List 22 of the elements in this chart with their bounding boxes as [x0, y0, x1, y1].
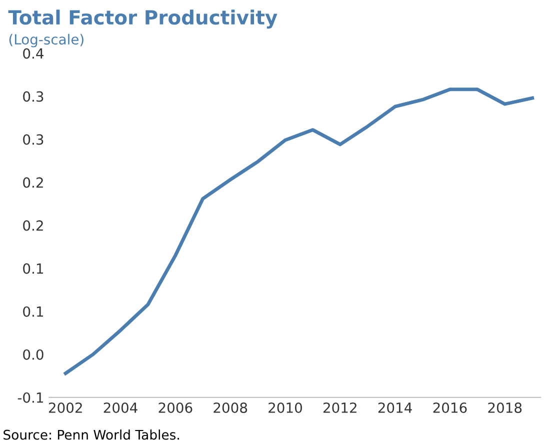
y-tick-label: 0.2: [23, 177, 43, 188]
y-tick-label: 0.4: [23, 48, 44, 59]
chart-subtitle: (Log-scale): [9, 34, 84, 48]
x-tick-label: 2006: [158, 402, 192, 413]
x-tick-label: 2014: [378, 402, 412, 413]
line-series: [64, 88, 534, 376]
y-tick-label: 0.2: [23, 220, 43, 231]
x-tick-label: 2008: [214, 402, 248, 413]
x-tick-label: 2002: [48, 402, 82, 413]
source-note: Source: Penn World Tables.: [4, 430, 179, 440]
x-tick-label: 2016: [433, 402, 467, 413]
x-tick-label: 2004: [104, 402, 138, 413]
x-tick-label: 2012: [323, 402, 356, 413]
y-tick-label: 0.3: [23, 91, 44, 102]
y-tick-label: 0.1: [23, 306, 43, 317]
x-tick-label: 2018: [488, 402, 522, 413]
y-tick-label: -0.1: [18, 392, 43, 403]
y-tick-label: 0.3: [23, 134, 44, 145]
chart-title: Total Factor Productivity: [8, 10, 278, 29]
x-tick-label: 2010: [268, 402, 302, 413]
y-tick-label: 0.0: [23, 349, 44, 360]
y-tick-label: 0.1: [23, 263, 43, 274]
